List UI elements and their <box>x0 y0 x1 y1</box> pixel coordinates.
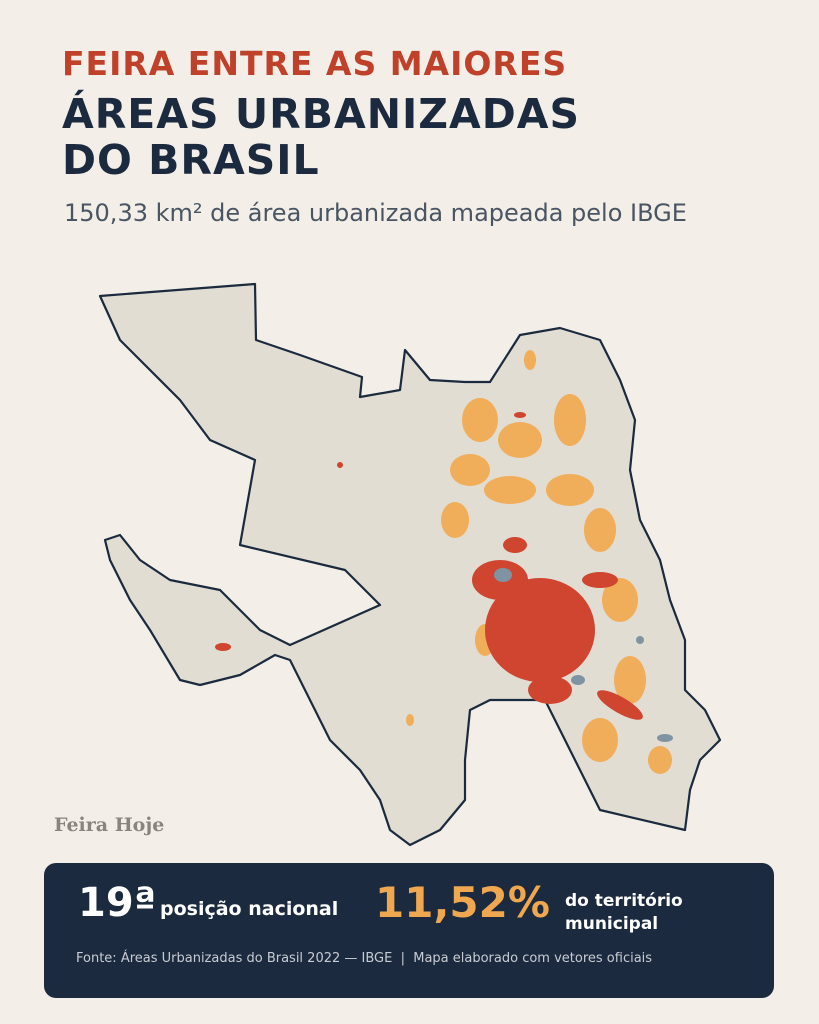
urban-patch <box>584 508 616 552</box>
urban-patch <box>498 422 542 458</box>
stats-panel <box>44 863 774 998</box>
urban-patch <box>582 572 618 588</box>
urban-patch <box>582 718 618 762</box>
urban-areas <box>406 350 672 774</box>
urban-patch <box>614 656 646 704</box>
urban-patch <box>571 675 585 685</box>
urban-patch <box>441 502 469 538</box>
urban-patch <box>494 568 512 582</box>
watermark: Feira Hoje <box>54 814 165 836</box>
urban-patch <box>524 350 536 370</box>
subtitle: 150,33 km² de área urbanizada mapeada pe… <box>64 199 687 227</box>
rank-label: posição nacional <box>160 898 339 920</box>
urban-patch <box>503 537 527 553</box>
urban-patch <box>406 714 414 726</box>
municipality-outline <box>98 282 722 847</box>
urban-patch <box>546 474 594 506</box>
urban-patch <box>648 746 672 774</box>
source: Fonte: Áreas Urbanizadas do Brasil 2022 … <box>76 951 653 966</box>
share: 11,52% <box>375 878 550 927</box>
urban-patch <box>337 462 343 468</box>
urban-patch <box>602 578 638 622</box>
rank: 19ª <box>78 880 157 926</box>
map <box>98 282 722 847</box>
urban-patch <box>528 676 572 704</box>
urban-patch <box>462 398 498 442</box>
urban-patch <box>514 412 526 418</box>
urban-patch <box>215 643 231 651</box>
share-label: do território municipal <box>565 891 683 934</box>
other-areas <box>494 568 673 742</box>
urban-patch <box>597 690 643 720</box>
urban-patch <box>657 734 673 742</box>
urban-patch <box>554 394 586 446</box>
title-line: ÁREAS URBANIZADAS <box>62 90 581 138</box>
urban-patch <box>485 578 595 682</box>
urban-patch <box>636 636 644 644</box>
title-line: DO BRASIL <box>62 136 320 184</box>
kicker: FEIRA ENTRE AS MAIORES <box>62 44 568 83</box>
urban-patch <box>450 454 490 486</box>
urban-patch <box>484 476 536 504</box>
